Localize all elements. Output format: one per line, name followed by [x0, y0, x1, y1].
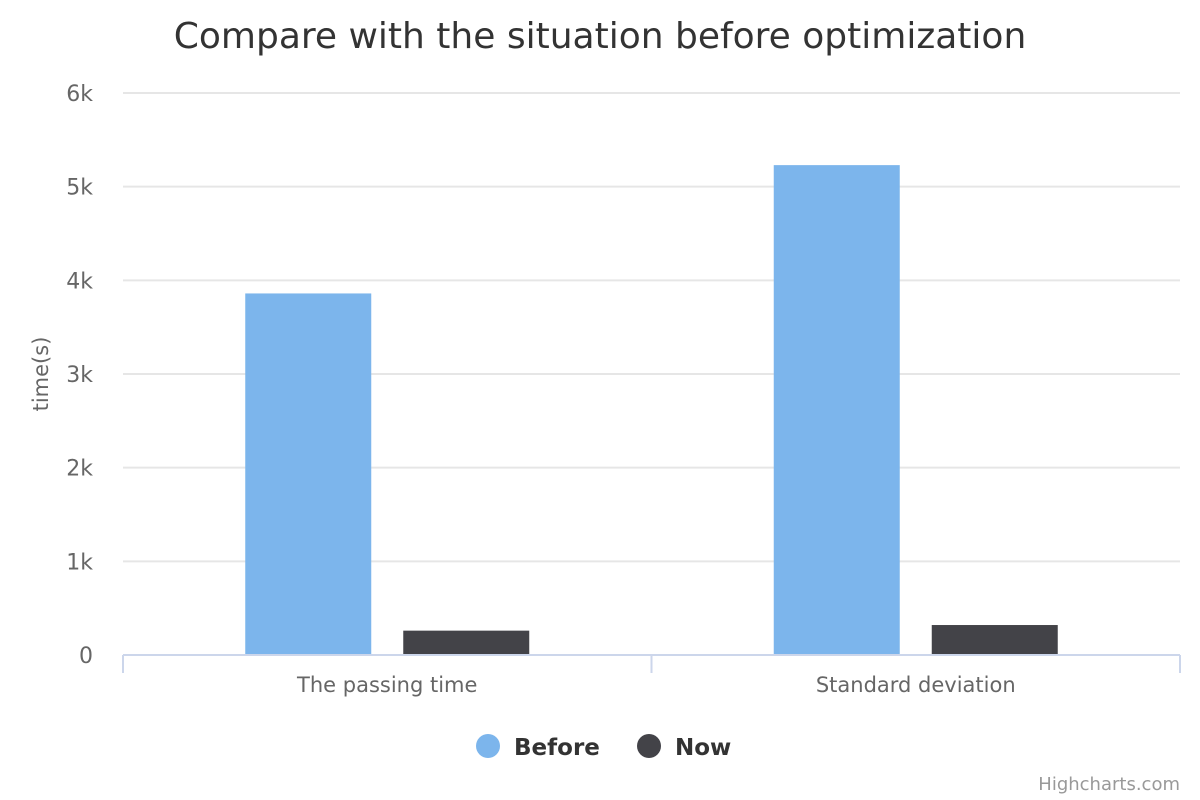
x-tick-label: The passing time: [296, 673, 477, 697]
credits-link[interactable]: Highcharts.com: [1038, 774, 1180, 795]
bars: [245, 165, 1058, 655]
y-axis-label: time(s): [29, 337, 53, 412]
bar-before-2[interactable]: [773, 165, 900, 655]
x-axis: The passing time Standard deviation: [122, 654, 1181, 697]
bar-now-2[interactable]: [931, 625, 1058, 655]
legend-label: Before: [514, 735, 600, 761]
y-tick-label: 6k: [66, 82, 93, 107]
y-tick-label: 0: [79, 644, 93, 669]
bar-now-1[interactable]: [403, 630, 530, 655]
y-tick-label: 5k: [66, 176, 93, 201]
legend[interactable]: Before Now: [476, 734, 731, 761]
chart-title: Compare with the situation before optimi…: [174, 16, 1027, 57]
legend-item-now[interactable]: Now: [637, 734, 731, 761]
x-tick-label: Standard deviation: [816, 673, 1016, 697]
legend-item-before[interactable]: Before: [476, 734, 600, 761]
y-tick-label: 4k: [66, 269, 93, 294]
bar-before-1[interactable]: [245, 293, 372, 655]
y-tick-label: 3k: [66, 363, 93, 388]
legend-marker-icon: [476, 734, 500, 758]
legend-label: Now: [675, 735, 731, 761]
legend-marker-icon: [637, 734, 661, 758]
y-tick-label: 1k: [66, 550, 93, 575]
y-tick-label: 2k: [66, 457, 93, 482]
y-axis-ticks: 0 1k 2k 3k 4k 5k 6k: [66, 82, 93, 669]
